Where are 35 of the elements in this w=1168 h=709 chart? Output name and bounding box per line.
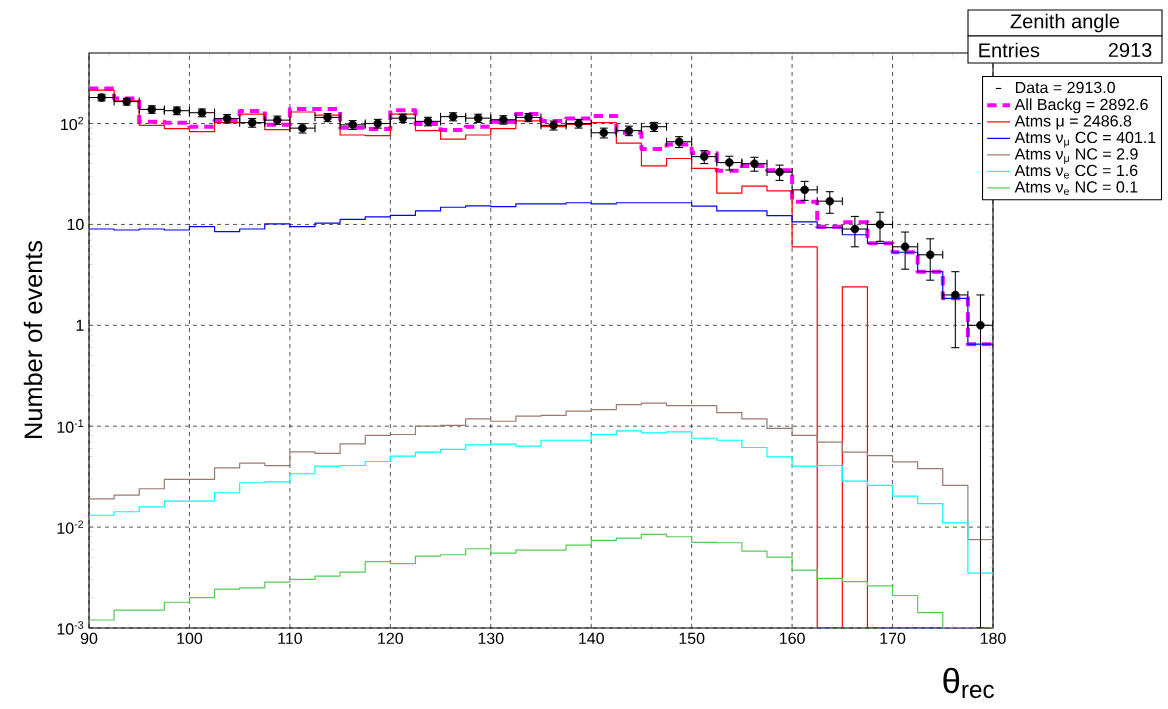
x-tick-label: 100 bbox=[177, 632, 203, 645]
legend-label: Data = 2913.0 bbox=[1015, 81, 1115, 94]
legend-label: Atms ν$_{e}$ NC = 0.1 bbox=[1014, 181, 1138, 195]
y-axis-title: Number of events bbox=[23, 240, 43, 438]
x-tick-label: 90 bbox=[80, 632, 98, 645]
legend-label: Atms ν$_{μ}$ CC = 401.1 bbox=[1014, 131, 1156, 148]
x-tick-label: 130 bbox=[478, 632, 504, 645]
x-tick-label: 140 bbox=[579, 632, 604, 645]
legend-label: Atms μ = 2486.8 bbox=[1014, 115, 1132, 130]
x-tick-label: 170 bbox=[880, 632, 906, 645]
point bbox=[825, 196, 835, 206]
text: Zenith angle bbox=[1010, 13, 1120, 33]
point bbox=[875, 220, 885, 229]
point bbox=[900, 242, 910, 252]
annotation: Entries bbox=[979, 42, 1040, 58]
y-tick-label: 10 bbox=[67, 218, 84, 231]
point bbox=[925, 250, 935, 260]
legend-label: Atms ν$_{μ}$ NC = 2.9 bbox=[1014, 148, 1138, 164]
point bbox=[850, 224, 860, 234]
x-tick-label: 180 bbox=[980, 632, 1006, 645]
legend-label: Atms ν$_{e}$ CC = 1.6 bbox=[1014, 164, 1138, 179]
y-tick-label: 10$^{-1}$ bbox=[57, 419, 84, 433]
x-axis-title: θ$_{rec}$ bbox=[943, 667, 994, 699]
text: 2913 bbox=[1108, 42, 1152, 58]
y-tick-label: 10$^{2}$ bbox=[61, 116, 84, 131]
point bbox=[800, 185, 809, 195]
x-tick-label: 120 bbox=[378, 632, 404, 645]
x-tick-label: 160 bbox=[779, 632, 805, 645]
point bbox=[951, 290, 960, 300]
x-tick-label: 110 bbox=[278, 632, 303, 645]
x-tick-label: 150 bbox=[679, 632, 705, 645]
point bbox=[976, 321, 985, 330]
legend-label: All Backg = 2892.6 bbox=[1014, 98, 1148, 114]
y-tick-label: 1 bbox=[76, 319, 84, 331]
y-tick-label: 10$^{-2}$ bbox=[57, 520, 84, 534]
